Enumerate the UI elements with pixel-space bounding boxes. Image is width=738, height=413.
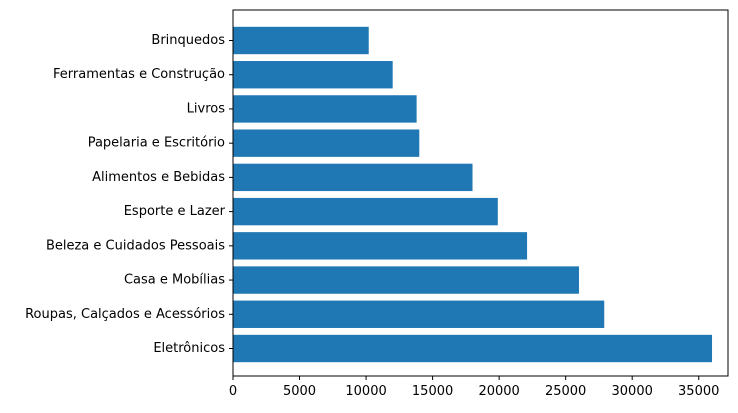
category-label-casa-e-mobilias: Casa e Mobílias bbox=[124, 273, 225, 288]
bar-papelaria-e-escritorio bbox=[233, 129, 420, 157]
category-label-papelaria-e-escritorio: Papelaria e Escritório bbox=[88, 136, 225, 151]
x-tick-label: 15000 bbox=[412, 384, 453, 399]
x-tick-label: 30000 bbox=[612, 384, 653, 399]
bars-group bbox=[233, 26, 713, 363]
category-label-ferramentas-e-construcao: Ferramentas e Construção bbox=[53, 67, 225, 82]
bar-alimentos-e-bebidas bbox=[233, 163, 473, 192]
category-label-roupas-calcados-e-acessorios: Roupas, Calçados e Acessórios bbox=[25, 307, 225, 322]
category-label-esporte-e-lazer: Esporte e Lazer bbox=[124, 204, 226, 219]
category-label-brinquedos: Brinquedos bbox=[151, 33, 225, 48]
bar-beleza-e-cuidados-pessoais bbox=[233, 232, 528, 260]
bar-casa-e-mobilias bbox=[233, 266, 579, 294]
bar-ferramentas-e-construcao bbox=[233, 61, 393, 89]
bar-brinquedos bbox=[233, 26, 369, 55]
category-label-alimentos-e-bebidas: Alimentos e Bebidas bbox=[92, 170, 225, 185]
x-tick-label: 20000 bbox=[478, 384, 519, 399]
bar-esporte-e-lazer bbox=[233, 197, 498, 226]
x-tick-label: 5000 bbox=[283, 384, 316, 399]
category-label-beleza-e-cuidados-pessoais: Beleza e Cuidados Pessoais bbox=[46, 238, 225, 253]
bar-roupas-calcados-e-acessorios bbox=[233, 300, 605, 328]
category-labels: Eletrônicos Roupas, Calçados e Acessórios… bbox=[25, 33, 233, 356]
x-axis-ticks: 0 5000 10000 15000 20000 25000 30000 35000 bbox=[229, 376, 719, 399]
x-tick-label: 10000 bbox=[345, 384, 386, 399]
x-tick-label: 25000 bbox=[545, 384, 586, 399]
x-tick-label: 35000 bbox=[678, 384, 719, 399]
bar-eletronicos bbox=[233, 334, 713, 363]
plot-frame bbox=[232, 9, 729, 377]
category-label-livros: Livros bbox=[187, 101, 226, 116]
x-tick-label: 0 bbox=[229, 384, 237, 399]
category-label-eletronicos: Eletrônicos bbox=[153, 341, 225, 356]
bar-livros bbox=[233, 95, 417, 123]
